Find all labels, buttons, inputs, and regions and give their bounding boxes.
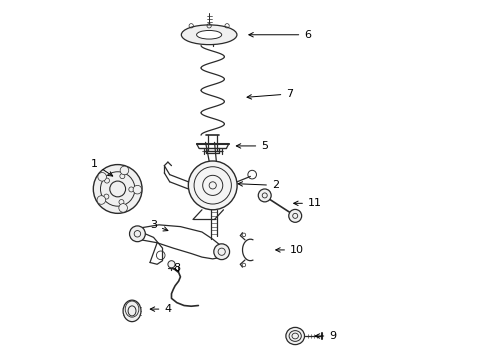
Circle shape — [97, 196, 106, 204]
Text: 8: 8 — [173, 263, 180, 273]
Circle shape — [120, 166, 129, 175]
Text: 10: 10 — [276, 245, 304, 255]
Circle shape — [133, 185, 142, 194]
Ellipse shape — [181, 25, 237, 45]
Circle shape — [93, 165, 142, 213]
Ellipse shape — [123, 300, 141, 321]
Text: 7: 7 — [247, 89, 294, 99]
Circle shape — [98, 172, 106, 181]
Text: 9: 9 — [315, 331, 337, 341]
Circle shape — [119, 204, 127, 212]
Text: 1: 1 — [91, 159, 113, 176]
Ellipse shape — [286, 327, 304, 345]
Circle shape — [258, 189, 271, 202]
Text: 5: 5 — [236, 141, 268, 151]
Text: 2: 2 — [238, 180, 279, 190]
Text: 6: 6 — [249, 30, 311, 40]
Circle shape — [129, 226, 146, 242]
Ellipse shape — [196, 31, 221, 39]
Text: 3: 3 — [150, 220, 168, 231]
Text: 11: 11 — [294, 198, 322, 208]
Circle shape — [188, 161, 237, 210]
Text: 4: 4 — [150, 304, 172, 314]
Circle shape — [168, 261, 175, 268]
Circle shape — [214, 244, 230, 260]
Circle shape — [289, 210, 302, 222]
